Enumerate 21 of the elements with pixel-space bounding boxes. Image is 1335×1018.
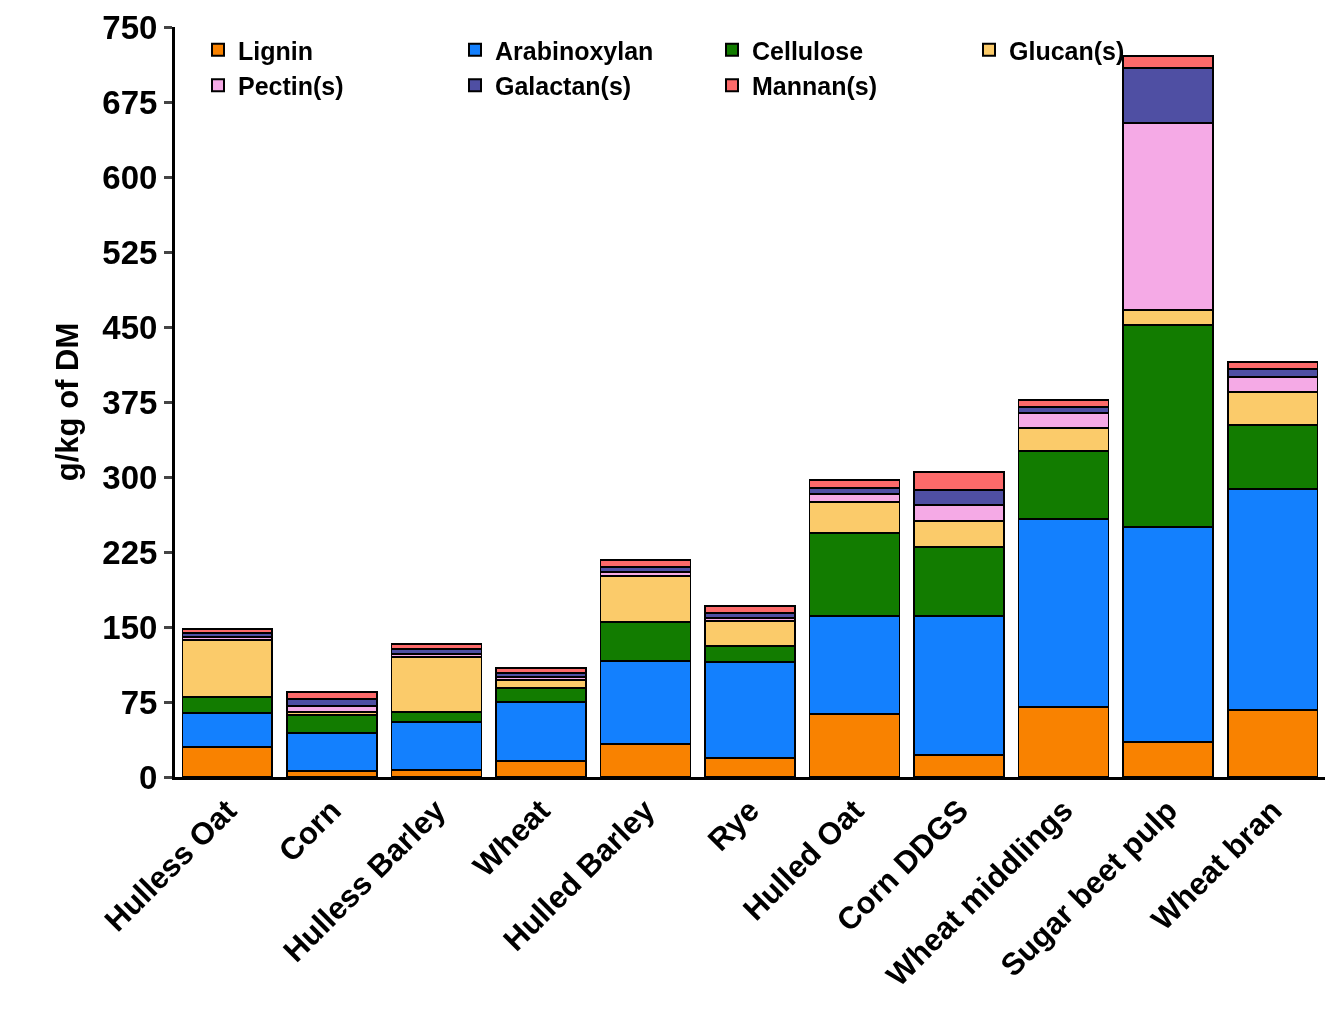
legend-label: Pectin(s) (238, 72, 344, 100)
y-tick-label: 225 (102, 533, 158, 571)
legend-label: Mannan(s) (752, 72, 877, 100)
y-tick-label: 675 (102, 83, 158, 121)
y-tick-label: 750 (102, 8, 158, 46)
y-tick-label: 150 (102, 608, 158, 646)
y-tick-label: 375 (102, 383, 158, 421)
legend-label: Cellulose (752, 36, 864, 65)
legend-label: Galactan(s) (495, 72, 632, 100)
y-axis-title: g/kg of DM (49, 322, 85, 482)
y-tick-label: 450 (102, 308, 158, 346)
y-tick-label: 0 (139, 758, 158, 796)
legend-label: Glucan(s) (1009, 36, 1125, 65)
bar (495, 667, 587, 674)
legend-label: Lignin (238, 36, 313, 65)
y-tick-label: 525 (102, 233, 158, 271)
bar (181, 628, 273, 634)
legend-label: Arabinoxylan (495, 36, 654, 65)
y-tick-label: 600 (102, 158, 158, 196)
y-tick-label: 75 (120, 683, 158, 721)
y-tick-label: 300 (102, 458, 158, 496)
